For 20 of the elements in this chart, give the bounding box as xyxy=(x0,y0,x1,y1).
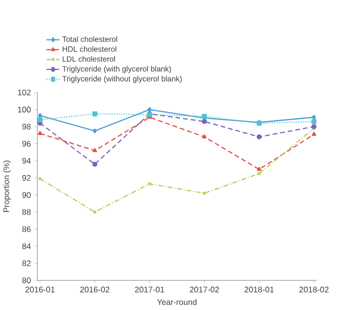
y-tick-label: 102 xyxy=(18,89,31,96)
y-tick-label: 98 xyxy=(22,124,31,130)
y-tick-label: 84 xyxy=(22,243,31,249)
x-axis-title: Year-round xyxy=(157,298,197,305)
y-tick-label: 90 xyxy=(22,192,31,198)
y-tick-label: 88 xyxy=(22,209,31,215)
y-tick-label: 92 xyxy=(22,174,31,181)
x-tick-label: 2016-02 xyxy=(80,286,110,292)
y-tick-label: 86 xyxy=(22,226,31,232)
x-tick-label: 2016-01 xyxy=(25,286,55,292)
y-tick-label: 80 xyxy=(22,277,31,284)
y-axis-title: Proportion (%) xyxy=(3,160,11,212)
x-tick-label: 2018-02 xyxy=(299,286,329,292)
y-tick-label: 100 xyxy=(18,106,31,112)
x-tick-label: 2018-01 xyxy=(244,286,274,292)
y-tick-label: 94 xyxy=(22,158,31,164)
x-tick-label: 2017-02 xyxy=(190,286,219,292)
x-tick-label: 2017-01 xyxy=(135,286,164,292)
y-tick-label: 82 xyxy=(22,260,31,266)
y-tick-label: 96 xyxy=(22,140,31,146)
